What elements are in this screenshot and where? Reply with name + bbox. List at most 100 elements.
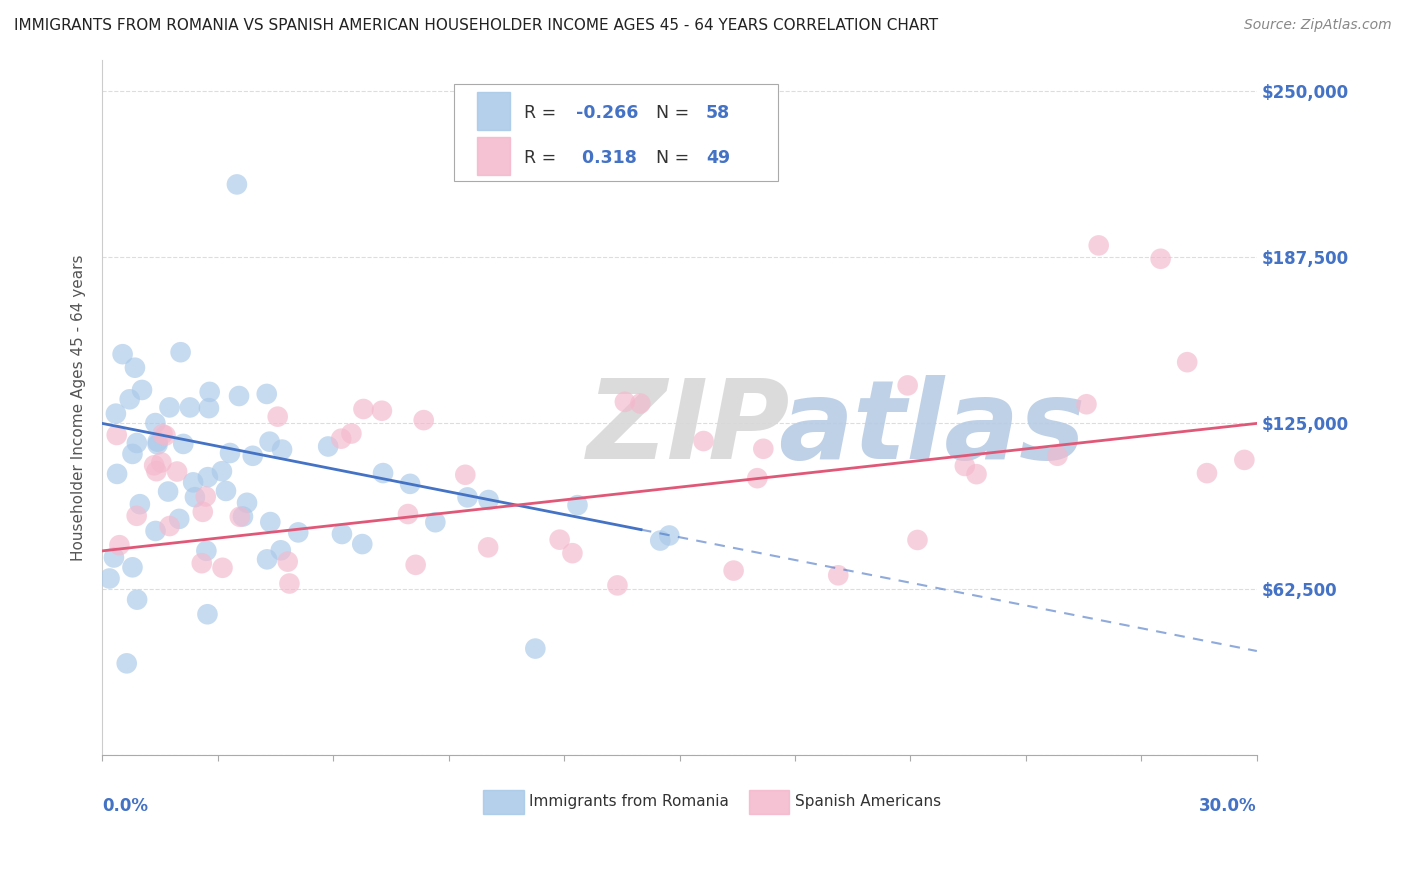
Text: Spanish Americans: Spanish Americans (794, 795, 941, 809)
Point (145, 524, 167, 538)
Point (953, 458, 976, 473)
Point (104, 407, 127, 421)
Point (396, 507, 419, 521)
Point (159, 401, 181, 415)
Point (194, 490, 217, 504)
Point (477, 541, 499, 555)
Point (271, 442, 294, 457)
Point (454, 467, 477, 482)
Point (226, 178, 249, 192)
Point (127, 592, 149, 607)
Point (256, 387, 278, 401)
Text: Immigrants from Romania: Immigrants from Romania (530, 795, 730, 809)
Point (606, 578, 628, 592)
Point (353, 402, 375, 417)
Text: 0.0%: 0.0% (103, 797, 148, 815)
Point (425, 515, 447, 529)
Point (907, 533, 929, 547)
Point (105, 428, 128, 442)
Point (108, 538, 131, 552)
Point (197, 607, 219, 622)
Point (1233, 453, 1256, 467)
Point (1149, 252, 1171, 266)
Point (827, 568, 849, 582)
Y-axis label: Householder Income Ages 45 - 64 years: Householder Income Ages 45 - 64 years (72, 254, 86, 561)
Point (152, 427, 174, 442)
Point (371, 403, 394, 417)
Point (219, 446, 242, 460)
Point (650, 533, 672, 548)
Point (198, 384, 221, 399)
Text: 49: 49 (706, 149, 730, 167)
Text: Source: ZipAtlas.com: Source: ZipAtlas.com (1244, 18, 1392, 32)
Point (628, 396, 651, 410)
Point (166, 465, 188, 479)
Point (98, 572, 121, 586)
Point (125, 436, 148, 450)
Text: N =: N = (645, 149, 695, 167)
Point (412, 413, 434, 427)
Text: ZIP: ZIP (588, 375, 790, 482)
Point (124, 360, 146, 375)
Point (567, 498, 589, 512)
Point (191, 556, 214, 570)
Point (128, 497, 150, 511)
Point (155, 428, 177, 442)
Point (181, 475, 204, 490)
Point (259, 515, 281, 529)
Point (236, 496, 259, 510)
Point (145, 416, 167, 430)
Point (316, 440, 339, 454)
Text: IMMIGRANTS FROM ROMANIA VS SPANISH AMERICAN HOUSEHOLDER INCOME AGES 45 - 64 YEAR: IMMIGRANTS FROM ROMANIA VS SPANISH AMERI… (14, 18, 938, 33)
Point (399, 476, 422, 491)
Text: 0.318: 0.318 (575, 149, 637, 167)
Point (561, 546, 583, 560)
Point (211, 561, 233, 575)
Point (352, 537, 374, 551)
Point (277, 555, 299, 569)
Point (371, 466, 394, 480)
Point (747, 471, 769, 485)
Bar (478, 92, 510, 130)
Point (169, 345, 191, 359)
Point (278, 576, 301, 591)
Point (242, 449, 264, 463)
Text: N =: N = (645, 103, 695, 121)
Point (1195, 466, 1218, 480)
Point (613, 394, 636, 409)
Point (111, 347, 134, 361)
Point (146, 434, 169, 449)
Point (966, 467, 988, 482)
Bar (749, 790, 789, 814)
Point (146, 437, 169, 451)
FancyBboxPatch shape (454, 84, 778, 181)
Point (143, 458, 166, 473)
Point (723, 564, 745, 578)
Point (287, 525, 309, 540)
Point (131, 383, 153, 397)
Point (145, 464, 167, 478)
Point (215, 483, 238, 498)
Point (103, 550, 125, 565)
Point (172, 437, 194, 451)
Point (524, 641, 547, 656)
Point (405, 558, 427, 572)
Point (330, 527, 353, 541)
Point (548, 533, 571, 547)
Text: -0.266: -0.266 (575, 103, 638, 121)
Point (115, 657, 138, 671)
Point (179, 401, 201, 415)
Point (211, 464, 233, 478)
Text: R =: R = (523, 103, 561, 121)
Point (229, 509, 252, 524)
Point (267, 409, 290, 424)
Bar (484, 790, 523, 814)
Point (259, 434, 281, 449)
Text: 30.0%: 30.0% (1199, 797, 1257, 815)
Point (692, 434, 714, 448)
Point (191, 505, 214, 519)
Point (125, 508, 148, 523)
Point (1046, 449, 1069, 463)
Point (752, 442, 775, 456)
Point (340, 426, 363, 441)
